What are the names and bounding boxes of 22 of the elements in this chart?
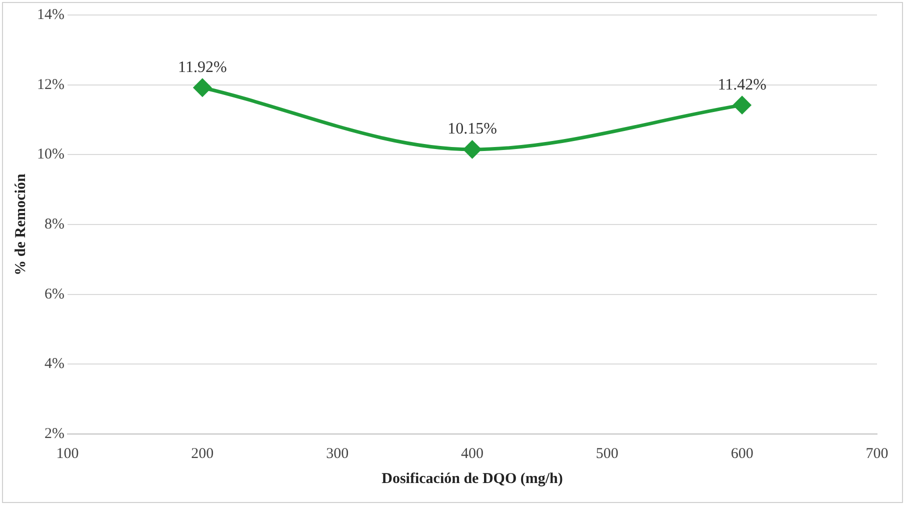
data-label: 11.92%: [178, 58, 227, 76]
x-tick-label: 600: [730, 446, 754, 462]
x-tick-label: 300: [326, 446, 349, 462]
y-tick-label: 12%: [36, 76, 64, 93]
x-axis-title: Dosificación de DQO (mg/h): [382, 470, 563, 487]
x-tick-label: 100: [56, 446, 79, 462]
y-tick-label: 10%: [36, 146, 64, 163]
y-tick-label: 6%: [44, 286, 64, 302]
x-tick-label: 400: [461, 446, 484, 462]
point: [194, 78, 212, 96]
data-label: 11.42%: [718, 76, 766, 94]
point: [464, 140, 481, 158]
x-tick-label: 200: [191, 446, 214, 462]
data-label: 10.15%: [448, 120, 497, 138]
x-tick-label: 700: [866, 446, 888, 462]
y-tick-label: 8%: [44, 216, 64, 232]
y-tick-label: 4%: [44, 356, 64, 372]
y-tick-label: 14%: [36, 6, 64, 23]
point: [733, 96, 751, 114]
y-axis-title: % de Remoción: [12, 173, 29, 276]
x-tick-label: 500: [596, 446, 618, 462]
y-tick-label: 2%: [44, 426, 64, 442]
